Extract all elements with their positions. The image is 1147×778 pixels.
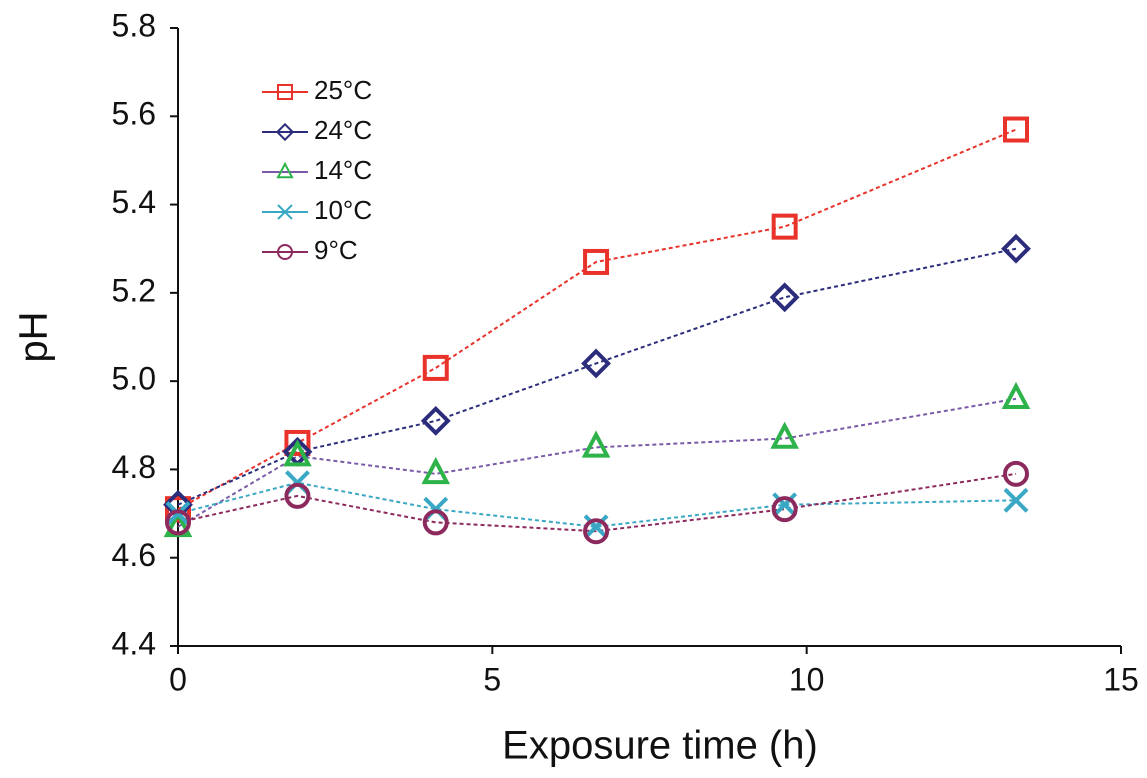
- x-axis-label: Exposure time (h): [502, 724, 818, 768]
- series-line: [177, 128, 1017, 511]
- legend-label: 9°C: [314, 235, 358, 265]
- marker: [1001, 233, 1031, 264]
- marker: [165, 496, 191, 523]
- marker: [277, 84, 293, 100]
- y-tick-label: 4.6: [112, 537, 156, 573]
- marker: [420, 405, 451, 436]
- marker: [277, 244, 293, 260]
- marker: [583, 514, 609, 540]
- legend-label: 10°C: [314, 195, 372, 225]
- marker: [1001, 381, 1031, 410]
- y-tick-label: 5.0: [112, 361, 156, 397]
- y-tick-label: 5.8: [112, 7, 156, 43]
- marker: [772, 492, 798, 518]
- y-axis-label: pH: [12, 311, 56, 362]
- marker: [165, 509, 191, 536]
- marker: [283, 439, 312, 467]
- marker: [770, 421, 799, 449]
- marker: [581, 348, 611, 379]
- marker: [422, 354, 449, 381]
- y-tick-label: 4.4: [112, 625, 156, 661]
- legend-label: 14°C: [314, 155, 372, 185]
- series-line: [177, 247, 1017, 506]
- y-tick-label: 4.8: [112, 449, 156, 485]
- x-tick-label: 0: [169, 661, 187, 697]
- legend-label: 25°C: [314, 75, 372, 105]
- series-line: [177, 397, 1017, 528]
- y-tick-label: 5.4: [112, 184, 156, 220]
- y-tick-label: 5.6: [112, 96, 156, 132]
- marker: [583, 248, 610, 275]
- marker: [1003, 116, 1030, 143]
- marker: [769, 282, 800, 313]
- x-tick-label: 15: [1103, 661, 1139, 697]
- marker: [771, 496, 798, 523]
- x-tick-label: 5: [483, 661, 501, 697]
- marker: [1003, 460, 1030, 487]
- marker: [421, 456, 451, 485]
- marker: [1003, 487, 1029, 513]
- marker: [276, 161, 294, 179]
- x-tick-label: 10: [789, 661, 825, 697]
- marker: [277, 204, 293, 220]
- y-tick-label: 5.2: [112, 272, 156, 308]
- marker: [165, 501, 191, 526]
- legend-label: 24°C: [314, 115, 372, 145]
- marker: [284, 482, 311, 509]
- marker: [583, 518, 610, 545]
- marker: [581, 430, 611, 458]
- marker: [275, 122, 295, 142]
- marker: [422, 509, 449, 536]
- marker: [771, 213, 798, 240]
- series-line: [177, 472, 1017, 533]
- marker: [284, 429, 311, 456]
